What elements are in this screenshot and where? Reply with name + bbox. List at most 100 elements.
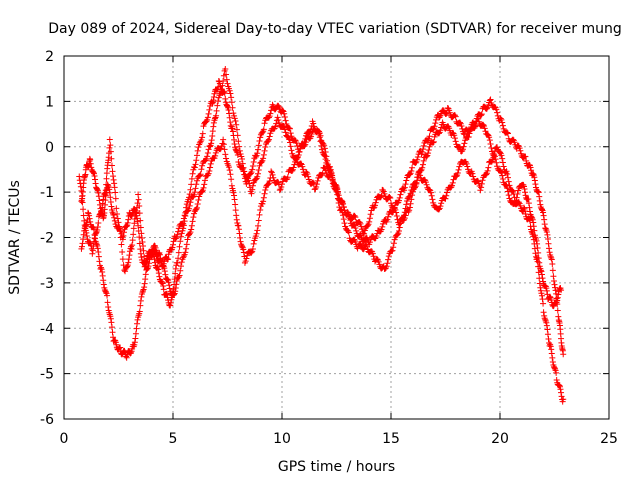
data-point [98,207,105,214]
data-point [225,107,232,114]
data-point [245,177,252,184]
data-point [358,223,365,230]
data-point [454,169,461,176]
data-point [172,265,179,272]
data-point [478,112,485,119]
data-point [208,140,215,147]
data-point [249,186,256,193]
data-point [193,177,200,184]
data-point [239,243,246,250]
data-point [490,152,497,159]
data-point [534,240,541,247]
data-point [99,204,106,211]
data-point [90,169,97,176]
data-point [110,176,117,183]
data-point [345,229,352,236]
data-point [460,130,467,137]
data-point [300,140,307,147]
data-point [228,99,235,106]
data-point [102,187,109,194]
data-point [426,133,433,140]
data-point [83,229,90,236]
data-point [539,275,546,282]
data-point [540,209,547,216]
data-point [209,128,216,135]
data-point [532,253,539,260]
data-point [296,148,303,155]
data-point [211,90,218,97]
data-point [155,270,162,277]
data-point [197,171,204,178]
data-point [80,206,87,213]
data-point [177,263,184,270]
data-point [140,243,147,250]
data-point [432,120,439,127]
data-point [542,225,549,232]
data-point [523,157,530,164]
data-point [429,196,436,203]
data-point [98,266,105,273]
data-point [317,132,324,139]
data-point [137,224,144,231]
data-point [504,130,511,137]
data-point [172,288,179,295]
data-point [153,253,160,260]
data-point [455,166,462,173]
data-point [260,151,267,158]
data-point [224,103,231,110]
data-point [170,241,176,248]
data-point [93,229,100,236]
data-point [112,189,119,196]
data-point [213,112,220,119]
data-point [274,178,281,185]
data-point [459,146,466,153]
data-point [452,138,459,145]
x-tick-label: 10 [273,431,291,447]
data-point [183,241,190,248]
data-point [284,133,291,140]
data-point [109,329,116,336]
data-point [491,152,498,159]
data-point [527,164,534,171]
data-point [353,227,360,234]
data-point [235,226,242,233]
x-axis-label: GPS time / hours [278,459,395,475]
data-point [249,245,256,252]
data-point [324,157,331,164]
data-point [236,230,243,237]
data-point [493,159,500,166]
data-point [292,137,299,144]
data-point [553,376,560,383]
data-point [403,201,410,208]
data-point [124,263,131,270]
data-point [77,183,84,190]
data-point [442,195,449,202]
data-point [84,209,91,216]
data-point [281,126,288,133]
data-point [141,284,148,291]
data-point [381,190,388,197]
data-point [140,247,147,254]
data-point [207,143,214,150]
data-point [107,142,114,149]
data-point [193,204,200,211]
data-point [378,226,385,233]
data-point [466,130,473,137]
data-point [104,299,111,306]
data-point [409,164,416,171]
data-point [166,285,173,292]
data-point [397,191,404,198]
data-point [220,136,227,143]
data-point [406,171,413,178]
data-point [297,145,304,152]
data-point [156,251,163,258]
data-point [193,206,200,213]
data-point [484,167,491,174]
data-point [401,215,408,222]
data-point [95,189,102,196]
data-point [352,214,359,221]
data-point [226,167,233,174]
data-point [478,111,485,118]
data-point [502,181,509,188]
data-point [535,255,542,262]
